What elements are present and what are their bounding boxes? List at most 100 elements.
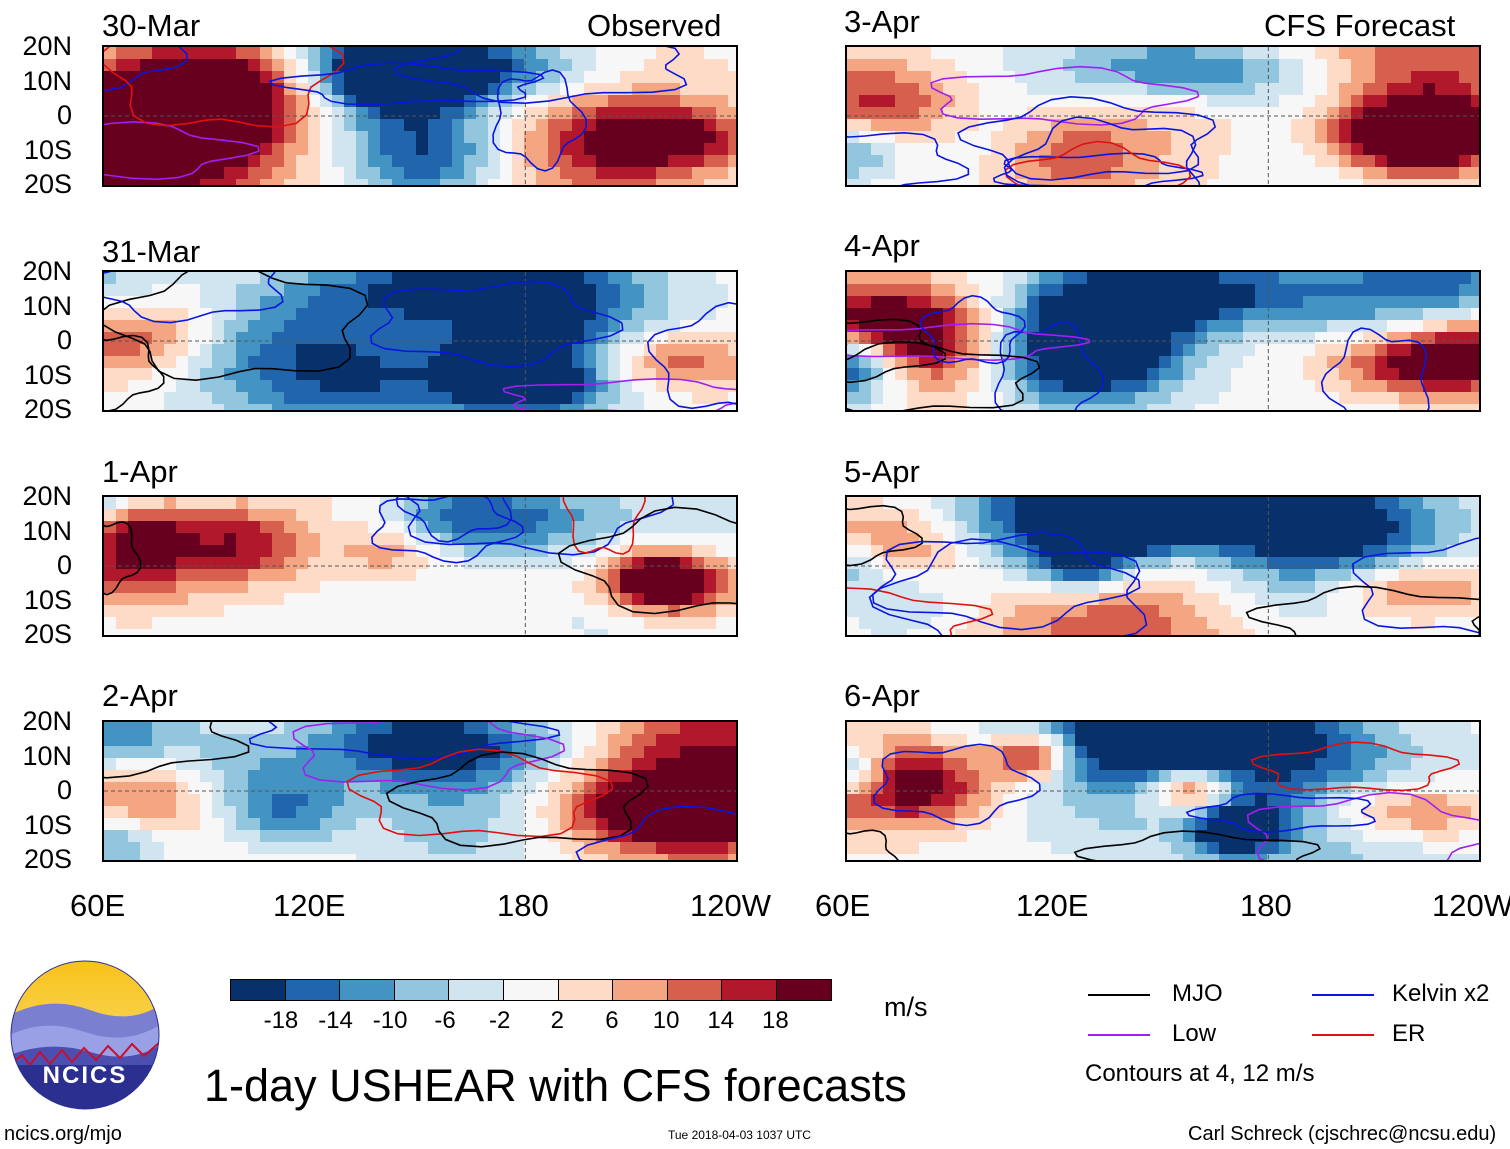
heatmap-cell — [1207, 308, 1220, 321]
heatmap-cell — [1195, 380, 1208, 393]
heatmap-cell — [452, 392, 465, 405]
heatmap-cell — [284, 296, 297, 309]
heatmap-cell — [967, 95, 980, 108]
heatmap-cell — [608, 509, 621, 522]
heatmap-cell — [1351, 629, 1364, 635]
heatmap-cell — [919, 95, 932, 108]
heatmap-cell — [308, 332, 321, 345]
heatmap-cell — [1039, 770, 1052, 783]
heatmap-cell — [1411, 533, 1424, 546]
heatmap-cell — [1147, 734, 1160, 747]
heatmap-cell — [188, 83, 201, 96]
heatmap-cell — [1435, 722, 1448, 735]
heatmap-cell — [512, 143, 525, 156]
heatmap-cell — [380, 308, 393, 321]
heatmap-cell — [452, 332, 465, 345]
heatmap-cell — [260, 581, 273, 594]
heatmap-cell — [140, 722, 153, 735]
heatmap-cell — [1063, 782, 1076, 795]
heatmap-cell — [895, 59, 908, 72]
heatmap-cell — [1267, 734, 1280, 747]
heatmap-cell — [140, 557, 153, 570]
heatmap-cell — [536, 533, 549, 546]
heatmap-cell — [212, 854, 225, 860]
heatmap-cell — [895, 818, 908, 831]
contour-line — [930, 65, 1200, 126]
heatmap-cell — [680, 569, 693, 582]
heatmap-cell — [955, 734, 968, 747]
heatmap-cell — [1051, 47, 1064, 60]
heatmap-cell — [1399, 47, 1412, 60]
heatmap-cell — [1363, 95, 1376, 108]
heatmap-cell — [680, 296, 693, 309]
heatmap-cell — [1375, 509, 1388, 522]
heatmap-cell — [596, 581, 609, 594]
heatmap-cell — [248, 356, 261, 369]
heatmap-cell — [919, 167, 932, 180]
heatmap-cell — [1267, 320, 1280, 333]
heatmap-cell — [500, 557, 513, 570]
heatmap-cell — [991, 593, 1004, 606]
heatmap-cell — [1183, 770, 1196, 783]
heatmap-cell — [488, 332, 501, 345]
heatmap-cell — [632, 320, 645, 333]
heatmap-cell — [164, 830, 177, 843]
heatmap-cell — [116, 545, 129, 558]
heatmap-cell — [668, 509, 681, 522]
heatmap-cell — [1051, 734, 1064, 747]
heatmap-cell — [1375, 392, 1388, 405]
heatmap-cell — [979, 47, 992, 60]
heatmap-cell — [907, 794, 920, 807]
heatmap-cell — [404, 167, 417, 180]
heatmap-cell — [1075, 404, 1088, 410]
heatmap-cell — [128, 794, 141, 807]
heatmap-cell — [548, 617, 561, 630]
heatmap-cell — [871, 758, 884, 771]
heatmap-cell — [152, 617, 165, 630]
heatmap-cell — [1171, 557, 1184, 570]
heatmap-cell — [1015, 569, 1028, 582]
heatmap-cell — [680, 179, 693, 185]
heatmap-cell — [847, 818, 860, 831]
heatmap-cell — [428, 296, 441, 309]
heatmap-cell — [140, 581, 153, 594]
heatmap-cell — [1243, 818, 1256, 831]
heatmap-cell — [907, 581, 920, 594]
heatmap-cell — [847, 167, 860, 180]
heatmap-cell — [464, 830, 477, 843]
heatmap-cell — [1351, 509, 1364, 522]
heatmap-cell — [116, 746, 129, 759]
heatmap-cell — [572, 605, 585, 618]
heatmap-cell — [1327, 629, 1340, 635]
heatmap-cell — [500, 284, 513, 297]
heatmap-cell — [1111, 617, 1124, 630]
heatmap-cell — [572, 392, 585, 405]
heatmap-cell — [859, 131, 872, 144]
heatmap-cell — [644, 605, 657, 618]
heatmap-cell — [883, 320, 896, 333]
heatmap-cell — [380, 332, 393, 345]
heatmap-cell — [847, 119, 860, 132]
heatmap-cell — [524, 533, 537, 546]
heatmap-cell — [1459, 344, 1472, 357]
heatmap-cell — [1375, 404, 1388, 410]
heatmap-cell — [943, 119, 956, 132]
heatmap-cell — [1375, 770, 1388, 783]
heatmap-cell — [1111, 770, 1124, 783]
heatmap-cell — [284, 167, 297, 180]
heatmap-cell — [668, 71, 681, 84]
heatmap-cell — [236, 83, 249, 96]
heatmap-cell — [428, 521, 441, 534]
heatmap-cell — [728, 59, 736, 72]
heatmap-cell — [344, 758, 357, 771]
heatmap-cell — [967, 332, 980, 345]
heatmap-cell — [1351, 320, 1364, 333]
heatmap-cell — [320, 320, 333, 333]
heatmap-cell — [380, 854, 393, 860]
heatmap-cell — [320, 533, 333, 546]
heatmap-cell — [1063, 380, 1076, 393]
heatmap-cell — [1195, 296, 1208, 309]
heatmap-cell — [955, 59, 968, 72]
heatmap-cell — [356, 155, 369, 168]
heatmap-cell — [272, 368, 285, 381]
